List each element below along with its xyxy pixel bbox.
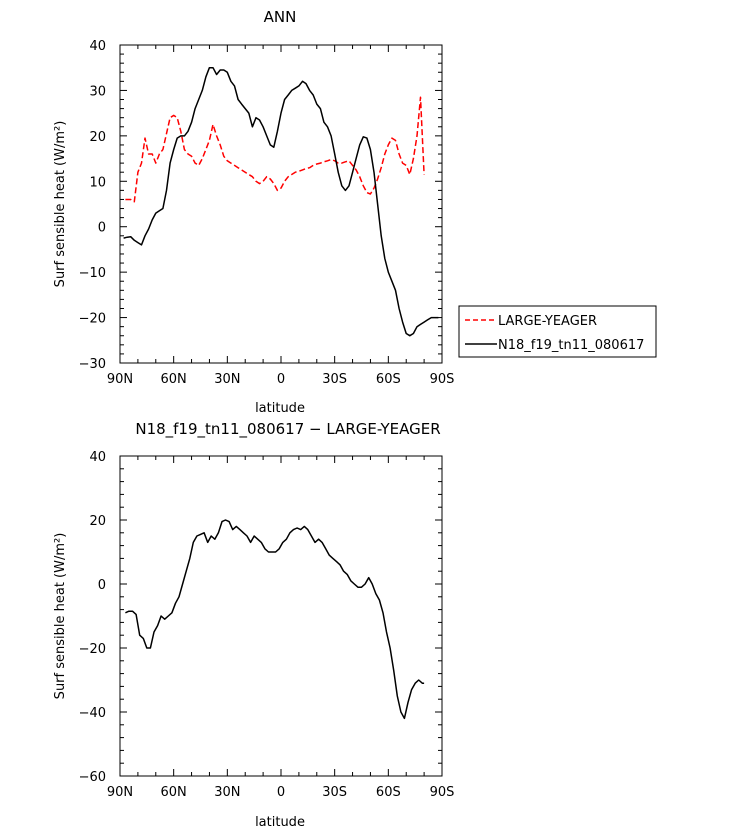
x-tick-label: 30N: [214, 785, 240, 800]
x-tick-label: 60S: [376, 372, 401, 387]
x-tick-label: 60N: [161, 372, 187, 387]
x-tick-label: 90N: [107, 785, 133, 800]
x-tick-label: 60S: [376, 785, 401, 800]
series-line-difference: [125, 519, 425, 720]
y-tick-label: 30: [89, 84, 106, 99]
y-tick-label: −10: [79, 266, 106, 281]
tick-marks: [119, 44, 443, 364]
legend-label-n18: N18_f19_tn11_080617: [498, 338, 644, 353]
tick-marks: [119, 455, 443, 777]
x-axis-label: latitude: [255, 401, 305, 416]
difference-chart-title: N18_f19_tn11_080617 − LARGE-YEAGER: [135, 420, 440, 439]
y-tick-labels: −30 −20 −10 0 10 20 30 40: [79, 39, 106, 372]
y-tick-label: −20: [79, 312, 106, 327]
y-tick-label: 20: [89, 130, 106, 145]
chart-title: ANN: [264, 8, 297, 26]
x-tick-labels: 90N 60N 30N 0 30S 60S 90S: [107, 372, 455, 387]
y-axis-label: Surf sensible heat (W/m²): [53, 121, 68, 288]
panel-difference: N18_f19_tn11_080617 − LARGE-YEAGER 90N 60…: [53, 420, 454, 830]
series-line-large-yeager: [125, 96, 425, 203]
y-axis-label: Surf sensible heat (W/m²): [53, 533, 68, 700]
x-tick-label: 90S: [430, 785, 455, 800]
series-lines: [125, 519, 425, 720]
y-tick-label: 0: [98, 578, 106, 593]
y-tick-label: −20: [79, 642, 106, 657]
legend-label-large-yeager: LARGE-YEAGER: [498, 314, 597, 329]
x-tick-label: 90N: [107, 372, 133, 387]
y-tick-label: 20: [89, 514, 106, 529]
x-tick-label: 0: [277, 372, 285, 387]
plot-frame: [119, 44, 443, 364]
y-tick-label: 40: [89, 39, 106, 54]
x-tick-label: 90S: [430, 372, 455, 387]
x-tick-label: 30S: [322, 785, 347, 800]
y-tick-label: −40: [79, 706, 106, 721]
series-line-n18-f19-tn11-080617: [123, 66, 439, 337]
x-tick-label: 30N: [214, 372, 240, 387]
y-tick-label: −30: [79, 357, 106, 372]
y-tick-label: 10: [89, 175, 106, 190]
panel-annual-mean: ANN 90N 60N 30N 0 30S 60S 90S −30 −20 −10 0 10 20 30…: [53, 8, 454, 416]
y-tick-label: 40: [89, 450, 106, 465]
x-tick-label: 30S: [322, 372, 347, 387]
y-tick-label: 0: [98, 221, 106, 236]
series-lines: [123, 66, 439, 337]
x-tick-labels: 90N 60N 30N 0 30S 60S 90S: [107, 785, 455, 800]
y-tick-label: −60: [79, 770, 106, 785]
y-tick-labels: −60 −40 −20 0 20 40: [79, 450, 106, 785]
legend: LARGE-YEAGER N18_f19_tn11_080617: [458, 305, 657, 358]
x-tick-label: 60N: [161, 785, 187, 800]
x-tick-label: 0: [277, 785, 285, 800]
x-axis-label: latitude: [255, 815, 305, 830]
legend-box: [458, 305, 657, 358]
